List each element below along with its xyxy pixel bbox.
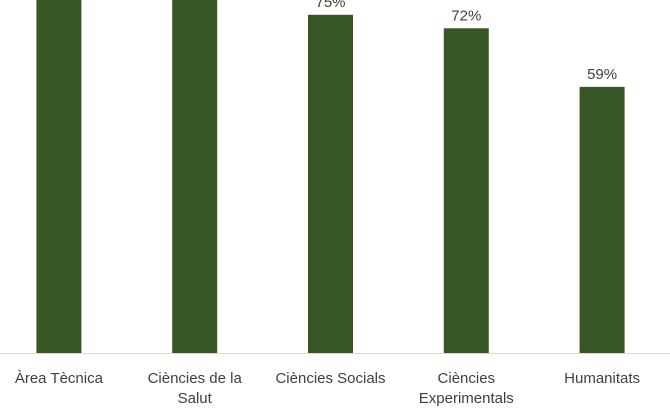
bar-2: [308, 14, 353, 354]
category-label-1-line-1: Salut: [178, 390, 213, 407]
category-label-4-line-0: Humanitats: [564, 370, 640, 387]
category-label-3-line-1: Experimentals: [419, 390, 514, 407]
bar-4: [579, 86, 625, 354]
value-label-4: 59%: [587, 66, 617, 83]
value-labels-group: 83%83%75%72%59%: [315, 0, 617, 83]
value-label-3: 72%: [451, 7, 481, 24]
category-label-2-line-0: Ciències Socials: [275, 370, 385, 387]
category-label-0-line-0: Àrea Tècnica: [15, 370, 104, 387]
category-label-1-line-0: Ciències de la: [148, 370, 243, 387]
category-label-0: Àrea Tècnica: [15, 370, 104, 387]
bars-group: [36, 0, 625, 354]
category-labels-group: Àrea Tècnica Ciències de la SalutCiències …: [15, 370, 640, 407]
category-label-4: Humanitats: [564, 370, 640, 387]
bar-0: [36, 0, 82, 353]
category-label-3: Ciències Experimentals: [419, 370, 514, 407]
bar-1: [172, 0, 218, 353]
category-label-2: Ciències Socials: [275, 370, 385, 387]
category-label-3-line-0: Ciències: [438, 370, 496, 387]
category-label-1: Ciències de la Salut: [148, 370, 243, 407]
value-label-2: 75%: [315, 0, 345, 11]
bar-3: [443, 28, 489, 354]
